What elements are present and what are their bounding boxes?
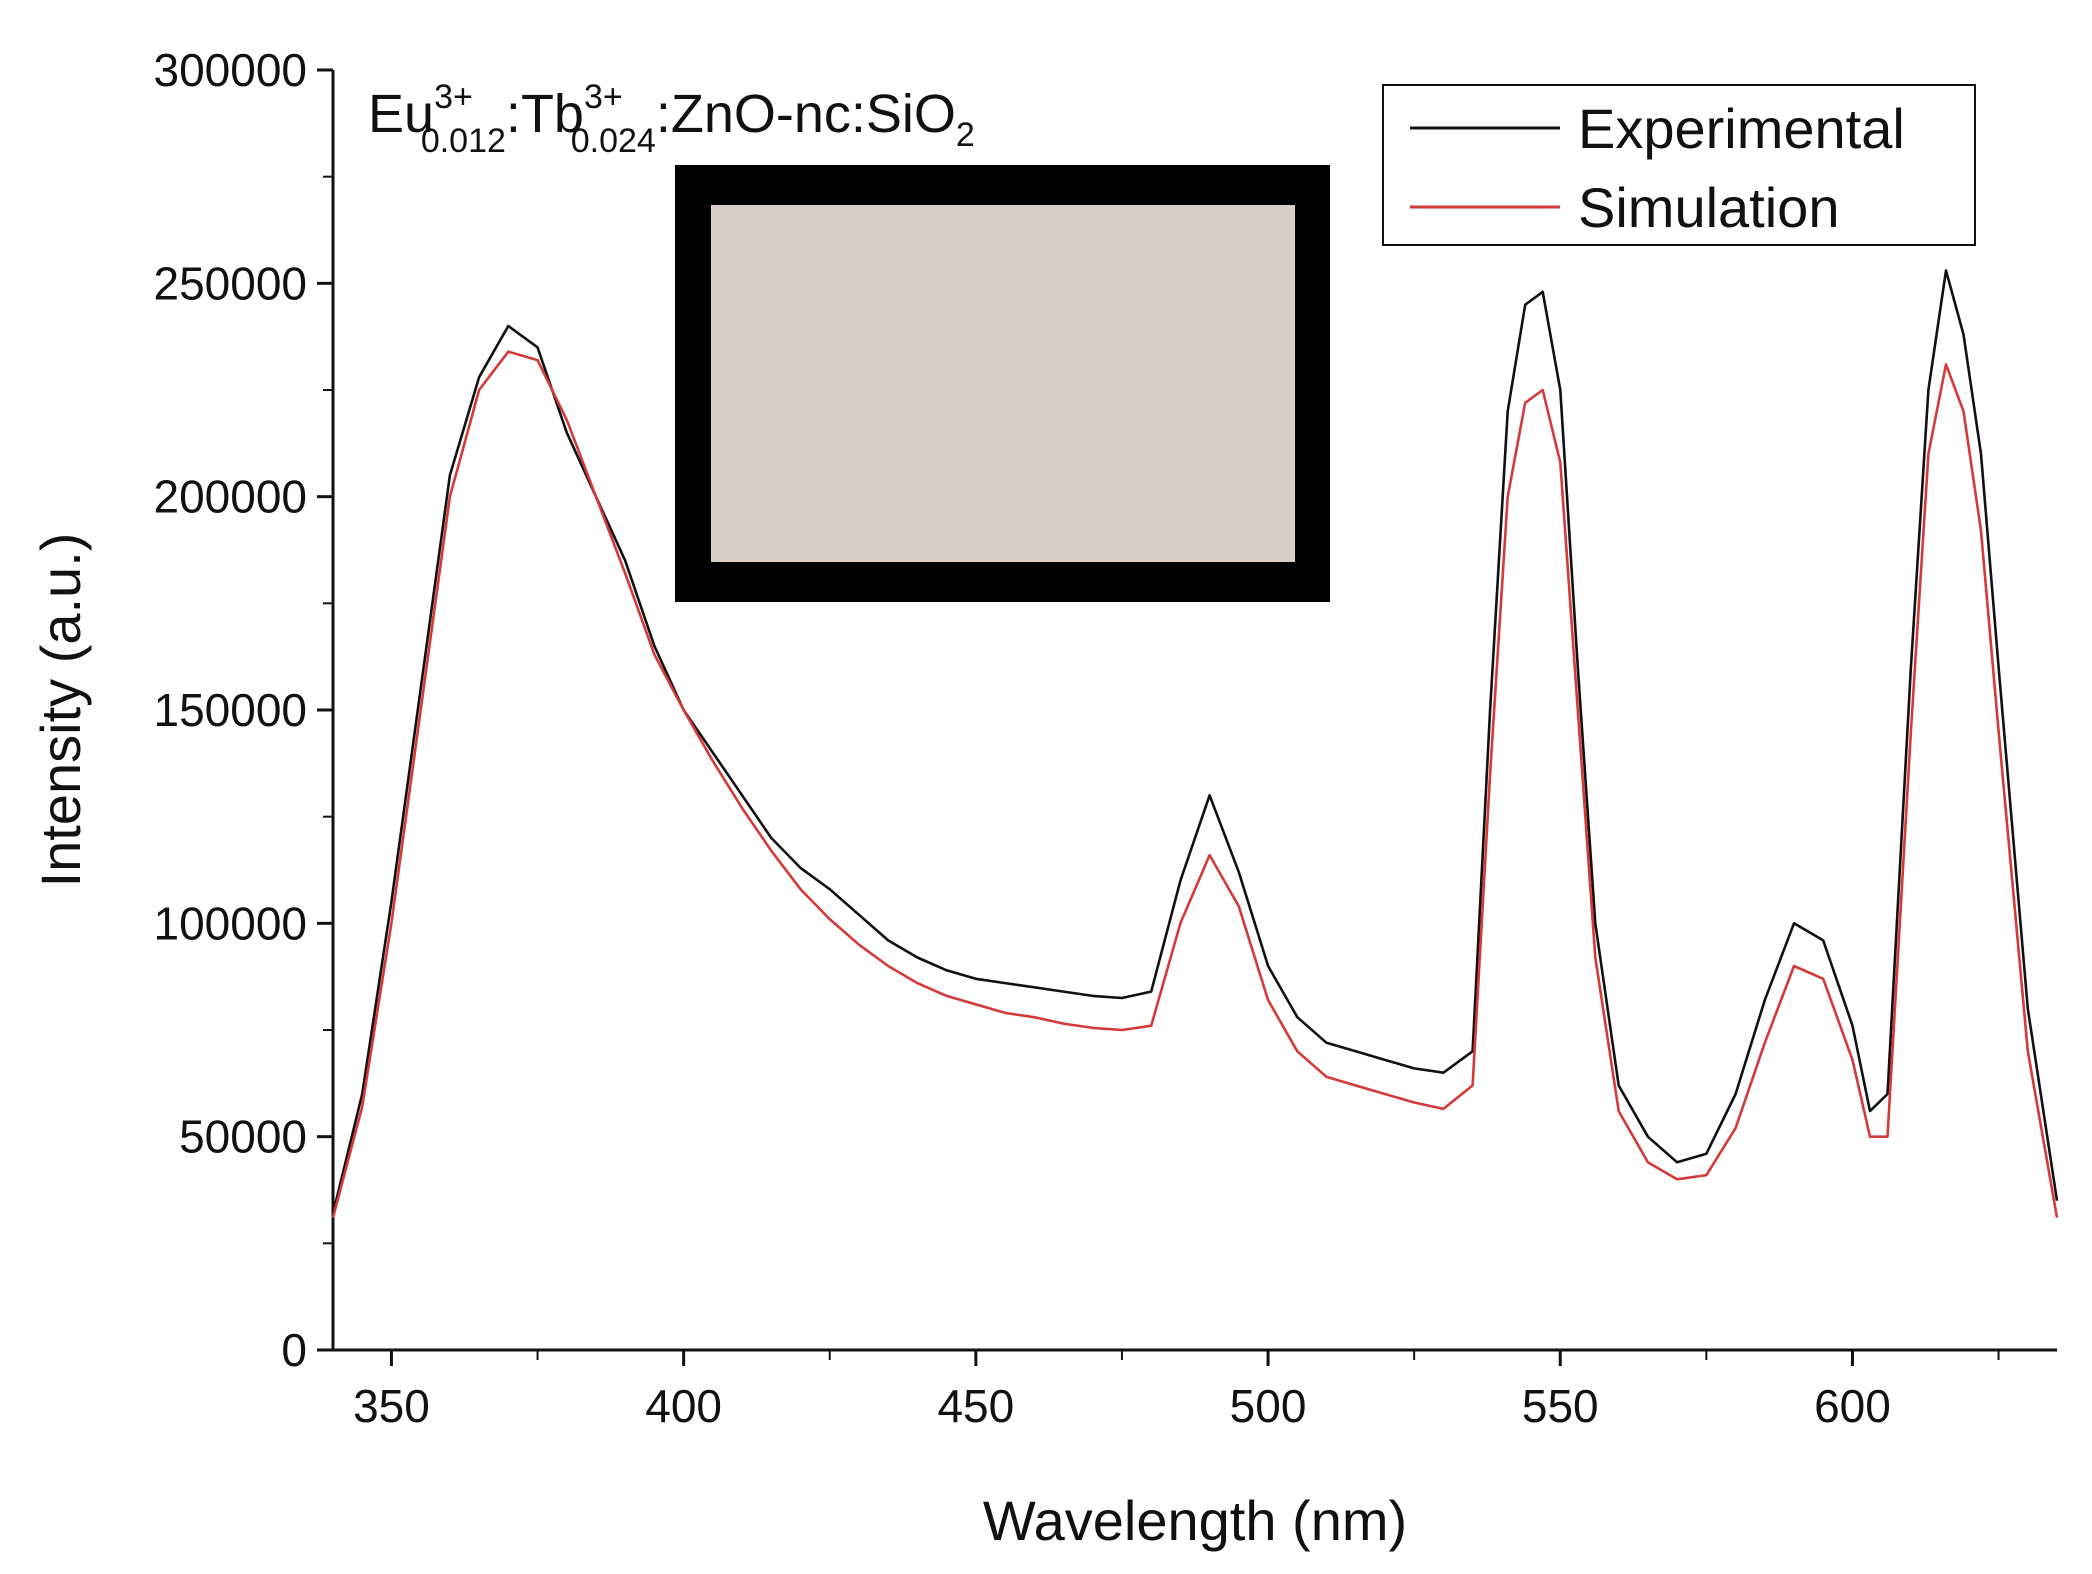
- x-tick-label: 400: [645, 1380, 722, 1432]
- y-tick-label: 200000: [154, 471, 308, 523]
- inset-sample-image: [711, 205, 1295, 562]
- series-layer: [331, 269, 2059, 1219]
- y-tick-label: 50000: [179, 1111, 307, 1163]
- x-tick-label: 550: [1522, 1380, 1599, 1432]
- x-tick-label: 450: [937, 1380, 1014, 1432]
- sample-label: Eu3+ 0.012:Tb3+ 0.024:ZnO-nc:SiO2: [368, 78, 975, 160]
- inset-photo: [675, 165, 1330, 602]
- x-axis-title: Wavelength (nm): [983, 1489, 1407, 1552]
- y-tick-label: 100000: [154, 897, 308, 949]
- legend: Experimental Simulation: [1382, 84, 1976, 246]
- legend-box: [1382, 84, 1976, 246]
- series-line-simulation: [331, 350, 2059, 1219]
- y-axis-title: Intensity (a.u.): [29, 533, 92, 888]
- y-tick-label: 250000: [154, 257, 308, 309]
- y-tick-label: 0: [281, 1324, 307, 1376]
- x-tick-label: 500: [1230, 1380, 1307, 1432]
- series-line-experimental: [331, 269, 2059, 1214]
- x-tick-label: 600: [1814, 1380, 1891, 1432]
- x-tick-label: 350: [353, 1380, 430, 1432]
- axis-ticks: 350 400 450 500 550 600 0 50000 100000 150000 2000…: [154, 44, 2000, 1432]
- legend-label-experimental: Experimental: [1578, 97, 1905, 160]
- y-tick-label: 300000: [154, 44, 308, 96]
- legend-label-simulation: Simulation: [1578, 176, 1839, 239]
- y-tick-label: 150000: [154, 684, 308, 736]
